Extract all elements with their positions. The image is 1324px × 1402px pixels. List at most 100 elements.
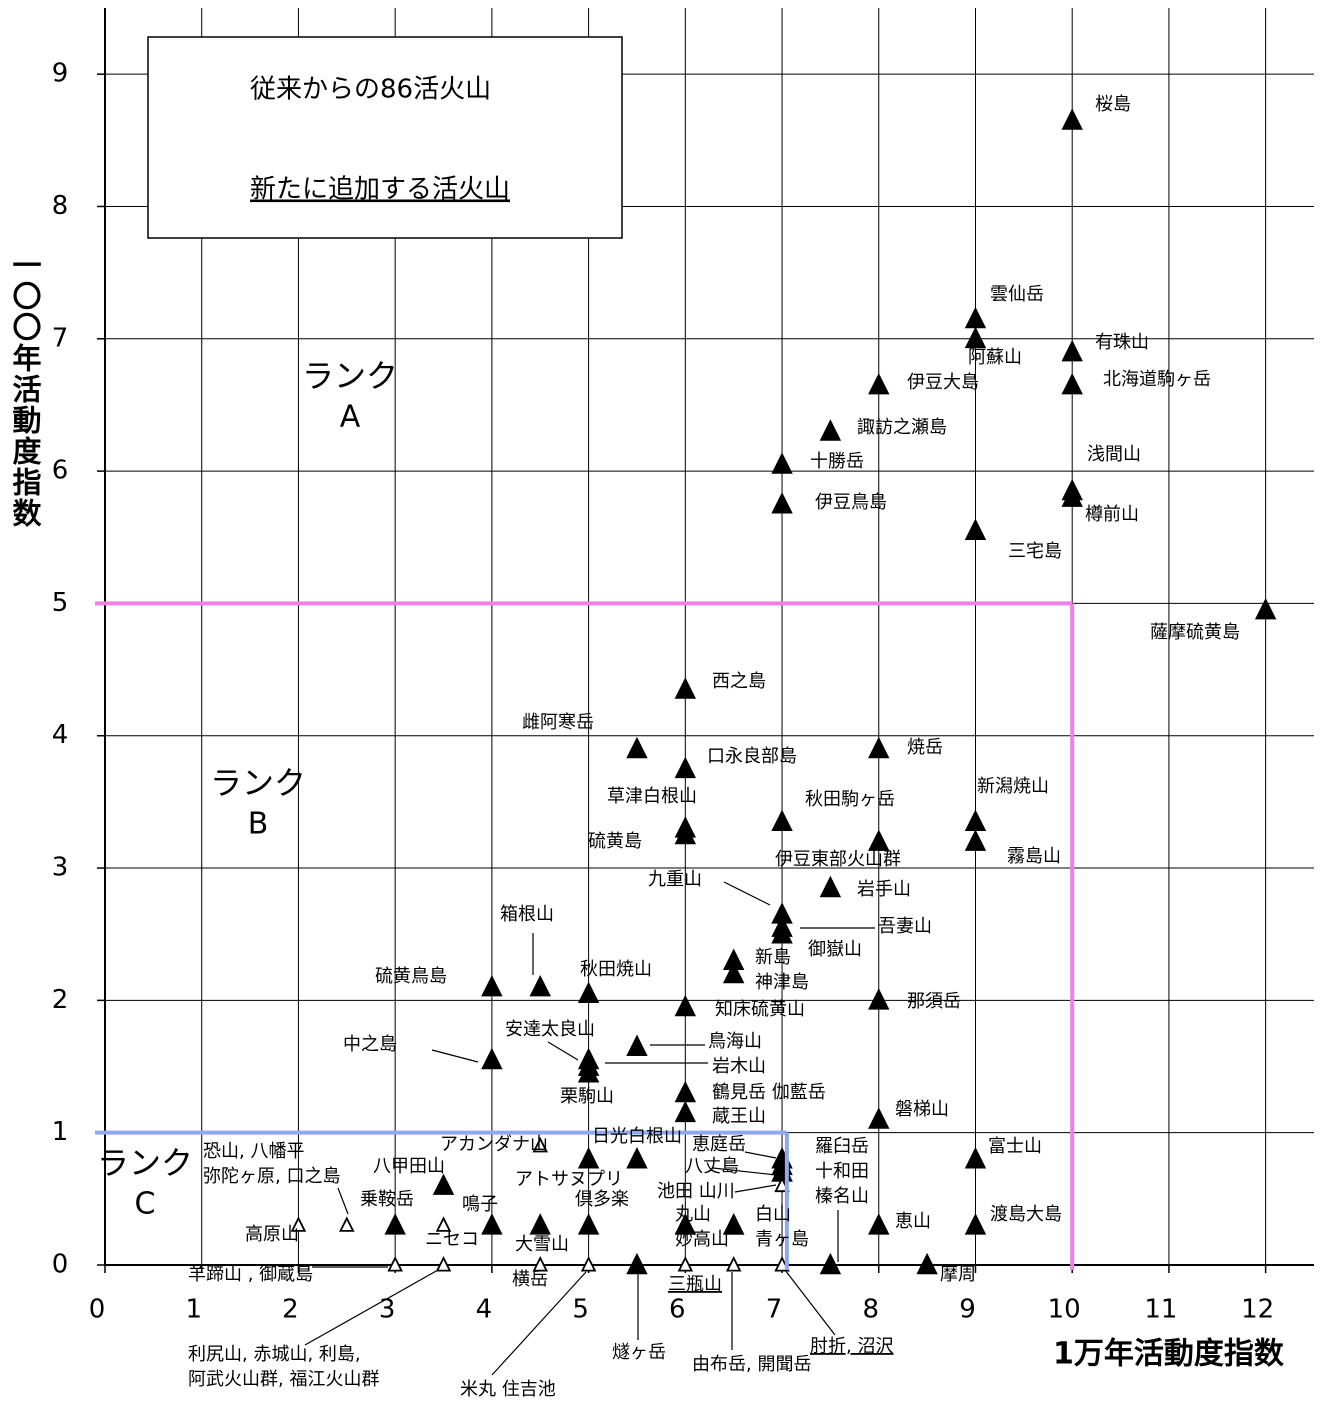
- point-label: 三瓶山: [668, 1274, 722, 1295]
- data-point: [674, 1100, 697, 1123]
- point-label: 那須岳: [907, 991, 961, 1012]
- data-point: [626, 1147, 648, 1169]
- point-label: 秋田焼山: [580, 959, 652, 980]
- leader-line: [337, 1187, 349, 1215]
- x-tick-label: 5: [572, 1295, 589, 1325]
- data-point: [626, 736, 648, 759]
- data-point: [677, 1255, 694, 1272]
- data-point: [771, 922, 793, 944]
- y-axis-title: 一〇〇年活動度指数: [8, 250, 42, 529]
- point-label: 吾妻山: [878, 916, 932, 937]
- data-point: [722, 961, 745, 984]
- point-label: 日光白根山: [592, 1126, 682, 1147]
- data-point: [435, 1216, 452, 1232]
- legend-label: 従来からの86活火山: [250, 75, 491, 105]
- y-tick-label: 5: [52, 588, 69, 618]
- point-label: アトサヌプリ: [515, 1169, 623, 1190]
- leader-line: [784, 1269, 836, 1336]
- point-label: 栗駒山: [560, 1086, 614, 1107]
- region-label: A: [340, 400, 361, 435]
- data-point: [868, 829, 890, 851]
- point-label: 十和田: [815, 1161, 869, 1182]
- point-label: 草津白根山: [607, 786, 697, 807]
- y-tick-label: 9: [52, 59, 69, 89]
- x-tick-label: 9: [959, 1295, 976, 1325]
- point-label: 榛名山: [815, 1186, 869, 1207]
- data-point: [532, 1136, 548, 1153]
- point-label: 中之島: [343, 1034, 397, 1055]
- region-label: B: [248, 807, 269, 842]
- data-point: [290, 1216, 307, 1232]
- point-label: 阿武火山群, 福江火山群: [188, 1369, 379, 1390]
- point-label: 燧ヶ岳: [612, 1342, 666, 1363]
- point-label: 新島: [755, 947, 791, 968]
- region-label: ランク: [210, 764, 306, 802]
- point-label: 桜島: [1095, 94, 1131, 115]
- data-point: [481, 1047, 503, 1070]
- data-point: [674, 822, 697, 845]
- point-label: 霧島山: [1007, 846, 1061, 867]
- data-point: [868, 1213, 890, 1235]
- point-label: 利尻山, 赤城山, 利島,: [188, 1344, 361, 1365]
- data-point: [529, 1213, 551, 1235]
- point-label: 妙高山: [675, 1229, 729, 1250]
- point-label: 弥陀ヶ原, 口之島: [203, 1166, 340, 1187]
- point-label: 伊豆東部火山群: [775, 849, 901, 870]
- data-point: [435, 1255, 452, 1272]
- point-label: 摩周: [940, 1264, 976, 1285]
- point-label: 八丈島: [685, 1156, 739, 1177]
- x-tick-label: 0: [89, 1295, 106, 1325]
- data-point: [868, 372, 890, 395]
- data-point: [529, 975, 551, 997]
- x-tick-label: 12: [1241, 1295, 1274, 1325]
- point-label: 白山: [755, 1204, 791, 1225]
- point-label: 雲仙岳: [990, 284, 1044, 305]
- region-label: ランク: [97, 1144, 193, 1182]
- point-label: 硫黄鳥島: [375, 966, 447, 987]
- y-tick-label: 0: [52, 1250, 69, 1280]
- x-tick-label: 2: [282, 1295, 299, 1325]
- data-point: [387, 1255, 403, 1272]
- data-point: [580, 1255, 597, 1272]
- y-tick-label: 7: [52, 323, 69, 353]
- data-point: [964, 1213, 987, 1235]
- data-point: [916, 1252, 938, 1275]
- data-point: [964, 326, 987, 349]
- point-label: 浅間山: [1087, 444, 1141, 465]
- point-label: 箱根山: [500, 904, 554, 925]
- data-point: [481, 1213, 503, 1235]
- data-point: [674, 677, 697, 699]
- point-label: 八甲田山: [373, 1156, 445, 1177]
- point-label: 乗鞍岳: [360, 1189, 414, 1210]
- x-tick-label: 1: [185, 1295, 202, 1325]
- point-label: 羊蹄山 , 御蔵島: [188, 1264, 313, 1285]
- point-label: 蔵王山: [712, 1106, 766, 1127]
- data-point: [626, 1252, 648, 1275]
- y-tick-label: 3: [52, 853, 69, 883]
- point-label: 雌阿寒岳: [522, 712, 594, 733]
- data-point: [771, 452, 793, 474]
- x-tick-label: 3: [379, 1295, 396, 1325]
- data-point: [384, 1213, 406, 1235]
- point-label: 鶴見岳 伽藍岳: [712, 1082, 826, 1103]
- data-point: [819, 875, 842, 898]
- point-label: アカンダナ山: [440, 1134, 548, 1155]
- point-label: 十勝岳: [810, 451, 864, 472]
- point-label: 三宅島: [1008, 541, 1062, 562]
- data-point: [577, 1213, 600, 1235]
- data-point: [964, 1147, 987, 1169]
- data-point: [771, 809, 793, 832]
- leader-line: [304, 1269, 439, 1346]
- point-label: 鳥海山: [708, 1031, 762, 1052]
- point-label: 阿蘇山: [968, 347, 1022, 368]
- data-point: [964, 829, 987, 851]
- point-label: 有珠山: [1095, 332, 1149, 353]
- x-tick-label: 6: [669, 1295, 686, 1325]
- data-point: [1254, 597, 1277, 620]
- data-point: [771, 492, 793, 514]
- x-tick-label: 8: [862, 1295, 879, 1325]
- data-point: [964, 518, 987, 540]
- data-point: [626, 1034, 648, 1056]
- data-point: [674, 994, 697, 1017]
